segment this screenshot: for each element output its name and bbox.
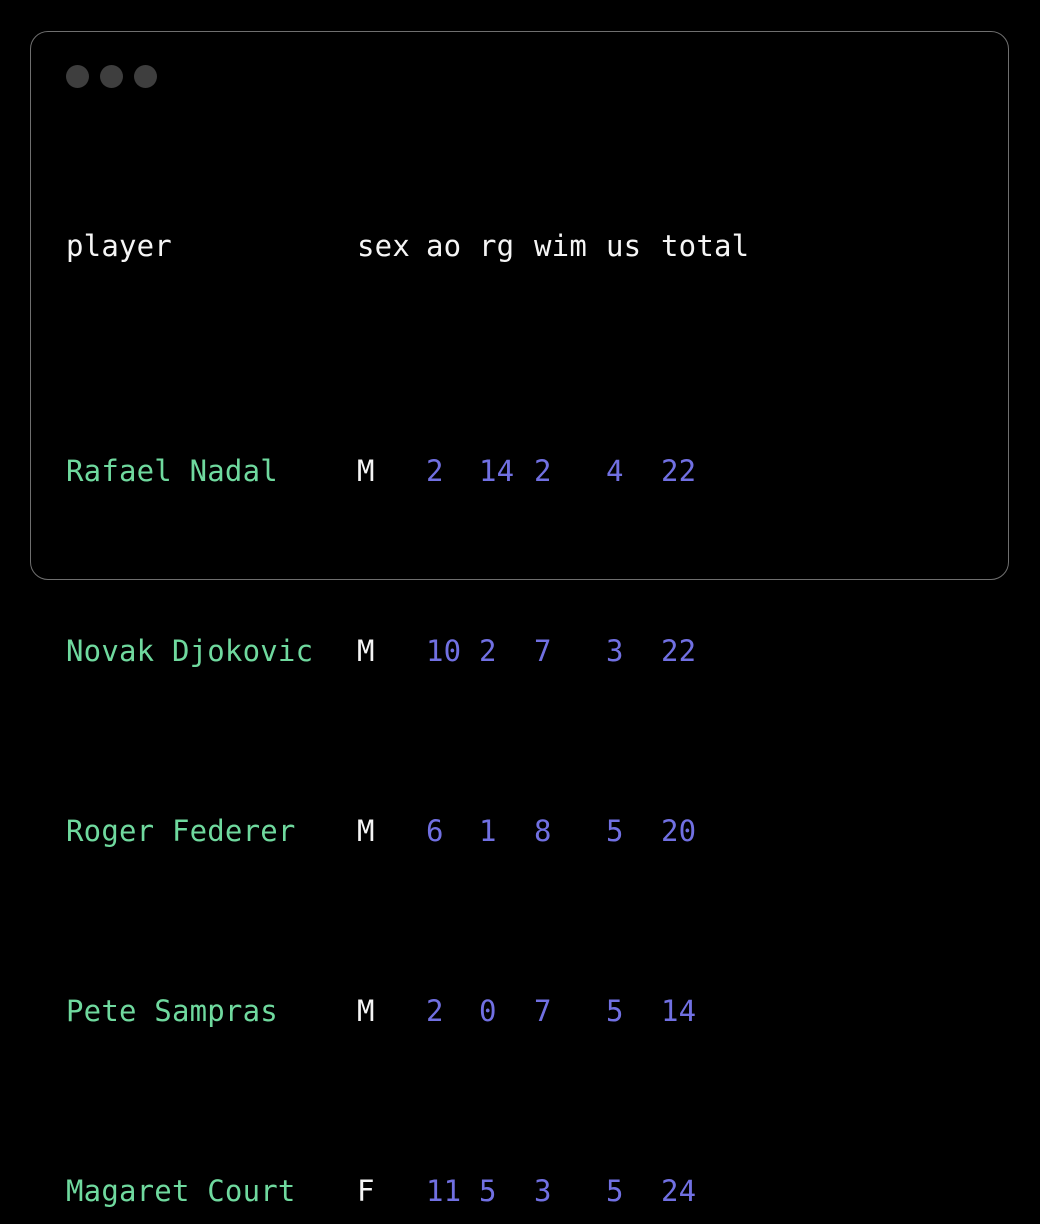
column-header-wim: wim [534, 229, 587, 263]
wim-titles-cell: 7 [534, 634, 552, 668]
us-titles-cell: 5 [606, 994, 624, 1028]
table-row: Magaret Court F 11 5 3 5 24 [66, 1169, 973, 1214]
rg-titles-cell: 14 [479, 454, 515, 488]
table-row: Rafael Nadal M 2 14 2 4 22 [66, 449, 973, 494]
total-titles-cell: 20 [661, 814, 697, 848]
ao-titles-cell: 11 [426, 1174, 462, 1208]
total-titles-cell: 22 [661, 454, 697, 488]
wim-titles-cell: 7 [534, 994, 552, 1028]
total-titles-cell: 14 [661, 994, 697, 1028]
window-control-dot[interactable] [134, 65, 157, 88]
terminal-window: player sex ao rg wim us total Rafael Nad… [30, 31, 1009, 1208]
players-table: player sex ao rg wim us total Rafael Nad… [66, 134, 973, 1224]
sex-cell: M [357, 454, 375, 488]
player-name-cell: Novak Djokovic [66, 634, 314, 668]
rg-titles-cell: 1 [479, 814, 497, 848]
ao-titles-cell: 2 [426, 454, 444, 488]
column-header-player: player [66, 229, 172, 263]
table-row: Pete Sampras M 2 0 7 5 14 [66, 989, 973, 1034]
player-name-cell: Magaret Court [66, 1174, 296, 1208]
us-titles-cell: 5 [606, 814, 624, 848]
column-header-sex: sex [357, 229, 410, 263]
ao-titles-cell: 10 [426, 634, 462, 668]
ao-titles-cell: 6 [426, 814, 444, 848]
us-titles-cell: 4 [606, 454, 624, 488]
rg-titles-cell: 2 [479, 634, 497, 668]
player-name-cell: Rafael Nadal [66, 454, 278, 488]
wim-titles-cell: 2 [534, 454, 552, 488]
sex-cell: M [357, 814, 375, 848]
table-header-row: player sex ao rg wim us total [66, 224, 973, 269]
player-name-cell: Roger Federer [66, 814, 296, 848]
wim-titles-cell: 8 [534, 814, 552, 848]
column-header-us: us [606, 229, 642, 263]
table-row: Roger Federer M 6 1 8 5 20 [66, 809, 973, 854]
sex-cell: M [357, 634, 375, 668]
table-row: Novak Djokovic M 10 2 7 3 22 [66, 629, 973, 674]
sex-cell: F [357, 1174, 375, 1208]
player-name-cell: Pete Sampras [66, 994, 278, 1028]
us-titles-cell: 5 [606, 1174, 624, 1208]
sex-cell: M [357, 994, 375, 1028]
column-header-rg: rg [479, 229, 515, 263]
ao-titles-cell: 2 [426, 994, 444, 1028]
rg-titles-cell: 0 [479, 994, 497, 1028]
window-control-dot[interactable] [100, 65, 123, 88]
window-control-dot[interactable] [66, 65, 89, 88]
table-body: Rafael Nadal M 2 14 2 4 22 Novak Djokovi… [66, 359, 973, 1224]
total-titles-cell: 22 [661, 634, 697, 668]
column-header-ao: ao [426, 229, 462, 263]
rg-titles-cell: 5 [479, 1174, 497, 1208]
window-titlebar [66, 65, 973, 88]
column-header-total: total [661, 229, 750, 263]
us-titles-cell: 3 [606, 634, 624, 668]
total-titles-cell: 24 [661, 1174, 697, 1208]
wim-titles-cell: 3 [534, 1174, 552, 1208]
